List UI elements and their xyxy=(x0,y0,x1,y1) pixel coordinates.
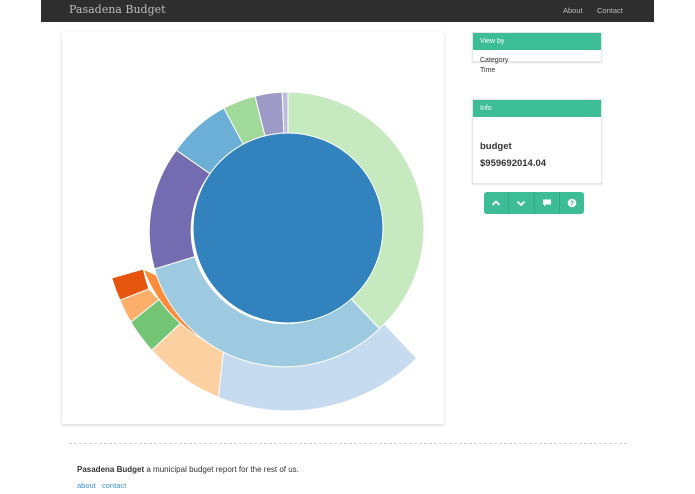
nav-about-link[interactable]: About xyxy=(563,6,583,15)
view-by-category-option[interactable]: Category xyxy=(480,57,509,64)
nav-contact-link[interactable]: Contact xyxy=(597,6,623,15)
sunburst-card xyxy=(62,32,444,424)
info-item-value: $959692014.04 xyxy=(480,158,547,169)
footer-contact-link[interactable]: contact xyxy=(102,481,127,490)
view-by-time-option[interactable]: Time xyxy=(480,67,496,74)
zoom-in-button[interactable] xyxy=(509,192,535,214)
sunburst-center[interactable] xyxy=(192,132,384,324)
footer-brand: Pasadena Budget xyxy=(77,465,145,474)
brand-title[interactable]: Pasadena Budget xyxy=(69,3,166,16)
footer-divider xyxy=(69,443,627,444)
info-title: Info xyxy=(473,100,601,117)
help-button[interactable]: ? xyxy=(559,192,584,214)
chevron-up-icon xyxy=(491,200,501,206)
info-item-name: budget xyxy=(480,141,512,152)
zoom-out-button[interactable] xyxy=(484,192,510,214)
comment-button[interactable] xyxy=(534,192,560,214)
footer-tagline: Pasadena Budget a municipal budget repor… xyxy=(77,465,299,474)
navbar: Pasadena Budget About Contact xyxy=(41,0,654,22)
footer-tagline-text: a municipal budget report for the rest o… xyxy=(146,465,299,474)
action-button-group: ? xyxy=(484,192,584,214)
sunburst-chart xyxy=(111,91,425,412)
view-by-title: View by xyxy=(473,33,601,50)
footer-about-link[interactable]: about xyxy=(77,481,96,490)
chevron-down-icon xyxy=(517,200,526,207)
view-by-panel: View by Category Time xyxy=(472,32,602,74)
comment-icon xyxy=(542,199,551,207)
info-panel: Info budget $959692014.04 xyxy=(472,99,602,184)
svg-text:?: ? xyxy=(570,200,574,208)
help-icon: ? xyxy=(567,198,577,208)
